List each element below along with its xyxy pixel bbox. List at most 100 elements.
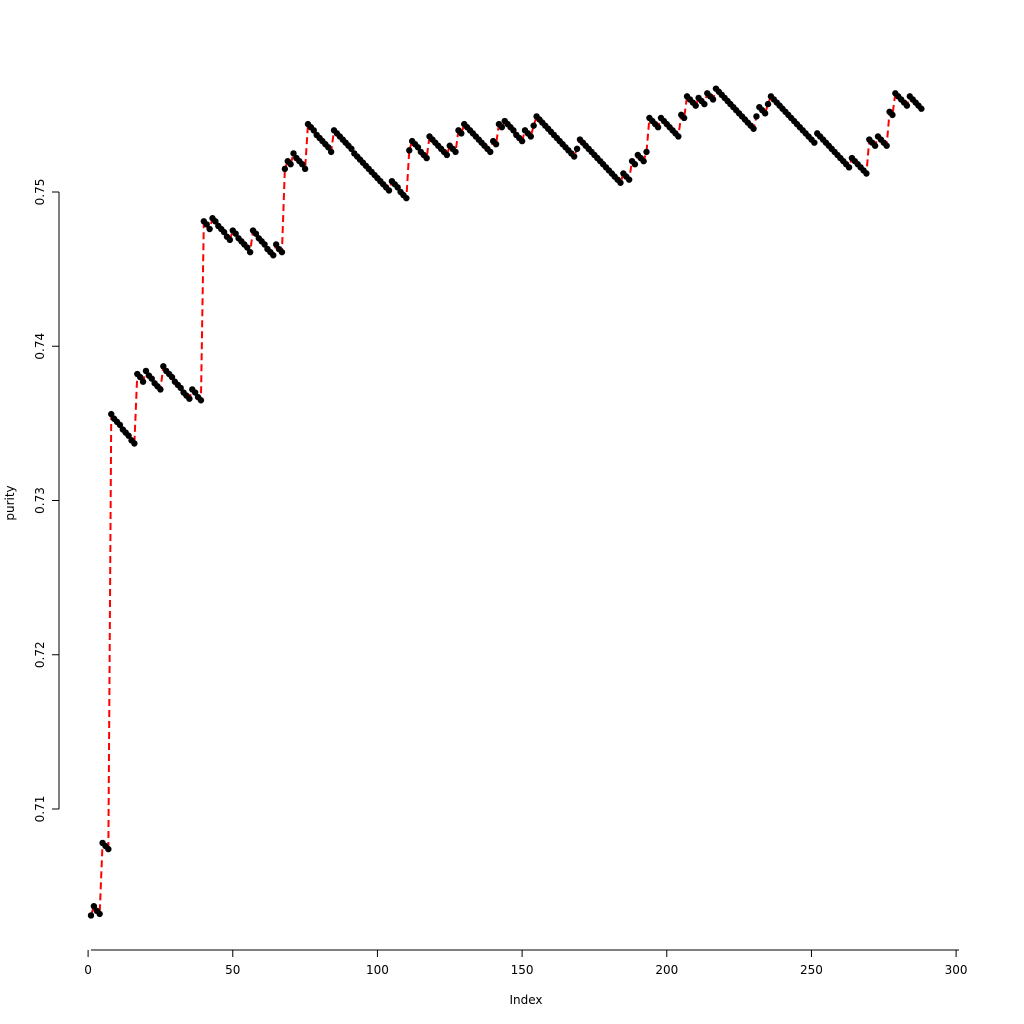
data-point <box>385 187 393 194</box>
data-point <box>654 124 662 131</box>
data-point <box>406 147 413 154</box>
data-point <box>498 124 506 131</box>
data-point <box>136 373 144 381</box>
data-point <box>530 122 537 129</box>
data-point <box>87 912 95 919</box>
y-tick-label: 0.71 <box>33 796 47 823</box>
data-point <box>518 137 526 145</box>
data-point <box>918 105 925 112</box>
data-point <box>527 133 534 140</box>
data-point <box>270 252 277 259</box>
x-axis: 0 50 100 150 200 250 300 Index <box>84 949 968 1007</box>
data-point <box>139 378 147 385</box>
data-point <box>290 150 297 157</box>
x-tick-label: 100 <box>366 963 389 977</box>
data-point <box>692 102 699 109</box>
data-point <box>142 367 150 375</box>
x-tick-label: 150 <box>511 963 534 977</box>
data-point <box>510 127 517 134</box>
y-tick-label: 0.73 <box>33 487 47 514</box>
data-point <box>643 148 650 156</box>
data-point <box>403 194 410 202</box>
data-point <box>206 225 213 233</box>
y-axis-ticks: 0.71 0.72 0.73 0.74 0.75 <box>33 179 59 823</box>
data-point <box>148 375 155 382</box>
y-tick-label: 0.75 <box>33 179 47 206</box>
data-point <box>261 241 268 248</box>
data-point <box>750 125 757 132</box>
y-tick-label: 0.74 <box>33 333 47 360</box>
data-point <box>675 133 682 140</box>
data-point <box>226 236 234 244</box>
data-point <box>423 154 430 162</box>
data-point <box>680 114 688 122</box>
data-point <box>125 432 132 439</box>
data-point <box>197 397 205 404</box>
plot-area <box>87 85 925 919</box>
data-point <box>287 161 294 168</box>
data-point <box>863 170 870 177</box>
data-point <box>131 440 138 447</box>
data-point <box>160 363 167 370</box>
data-point <box>177 384 184 392</box>
data-point <box>116 421 124 429</box>
y-axis: 0.71 0.72 0.73 0.74 0.75 purity <box>3 179 60 823</box>
data-point <box>272 241 280 248</box>
data-point <box>327 148 335 156</box>
data-point <box>811 139 818 146</box>
data-points <box>87 85 925 919</box>
data-point <box>458 130 465 137</box>
data-point <box>761 110 769 117</box>
data-point <box>617 179 624 186</box>
data-point <box>570 153 578 160</box>
data-point <box>414 144 422 151</box>
y-tick-label: 0.72 <box>33 641 47 668</box>
data-point <box>443 151 451 159</box>
data-point <box>871 142 879 149</box>
data-point <box>883 142 890 149</box>
data-point <box>108 410 115 418</box>
data-point <box>96 910 103 918</box>
x-tick-label: 200 <box>655 963 678 977</box>
data-point <box>452 148 459 156</box>
y-axis-label: purity <box>3 485 17 520</box>
data-point <box>764 100 772 108</box>
data-point <box>281 165 289 173</box>
data-point <box>301 165 309 173</box>
x-tick-label: 250 <box>800 963 823 977</box>
x-tick-label: 0 <box>84 963 92 977</box>
data-point <box>252 230 260 237</box>
data-point <box>157 386 164 393</box>
data-point <box>492 140 500 148</box>
data-point <box>889 111 896 119</box>
series-line-purity <box>90 86 923 917</box>
data-point <box>487 148 494 156</box>
data-point <box>845 164 853 171</box>
data-point <box>105 845 112 853</box>
data-point <box>631 161 639 168</box>
data-point <box>212 218 219 225</box>
data-point <box>299 161 306 168</box>
data-point <box>232 230 239 237</box>
data-point <box>325 144 332 151</box>
data-point <box>625 176 633 183</box>
data-point <box>903 102 911 109</box>
x-axis-ticks: 0 50 100 150 200 250 300 <box>84 950 968 977</box>
data-point <box>348 145 355 153</box>
data-point <box>640 157 647 165</box>
data-point <box>709 96 717 103</box>
data-point <box>394 184 401 191</box>
data-point <box>278 248 286 256</box>
data-point <box>246 248 254 256</box>
data-point <box>701 100 708 108</box>
x-axis-label: Index <box>509 993 542 1007</box>
data-point <box>168 373 176 381</box>
data-point <box>186 395 193 402</box>
x-tick-label: 50 <box>225 963 240 977</box>
x-tick-label: 300 <box>945 963 968 977</box>
data-point <box>573 145 581 153</box>
data-point <box>90 902 98 910</box>
data-point <box>753 113 760 120</box>
data-point <box>310 127 317 134</box>
